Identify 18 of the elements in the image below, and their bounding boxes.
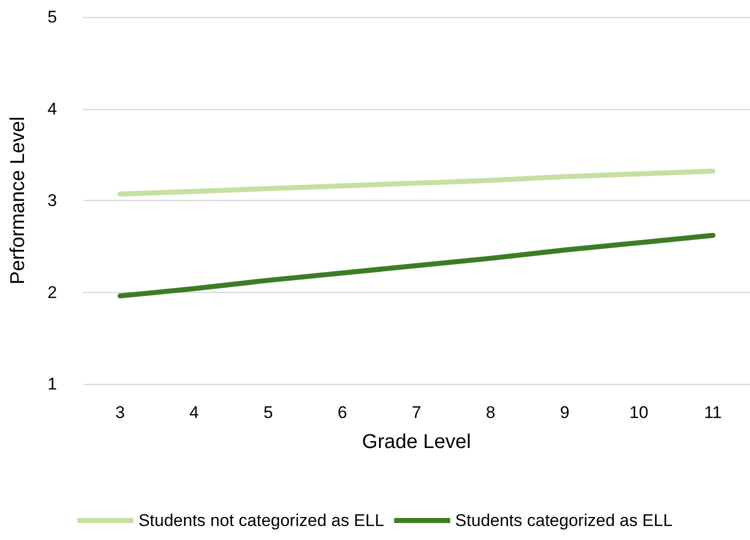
x-tick-label: 11 [704, 403, 722, 422]
x-tick-label: 10 [629, 403, 648, 422]
y-tick-label: 2 [48, 282, 57, 302]
x-tick-label: 6 [338, 403, 348, 422]
x-tick-label: 9 [560, 403, 570, 422]
x-tick-label: 7 [412, 403, 422, 422]
y-axis-title: Performance Level [7, 116, 29, 284]
legend-label: Students categorized as ELL [455, 511, 673, 530]
x-tick-label: 4 [189, 403, 199, 422]
y-tick-label: 3 [48, 191, 57, 210]
x-tick-label: 3 [115, 403, 125, 422]
legend-label: Students not categorized as ELL [138, 511, 384, 530]
x-tick-label: 8 [486, 403, 496, 422]
y-tick-label: 4 [48, 99, 57, 118]
x-tick-label: 5 [264, 403, 274, 422]
y-tick-label: 5 [48, 8, 57, 26]
x-axis-title: Grade Level [362, 431, 471, 453]
y-tick-label: 1 [48, 374, 57, 394]
